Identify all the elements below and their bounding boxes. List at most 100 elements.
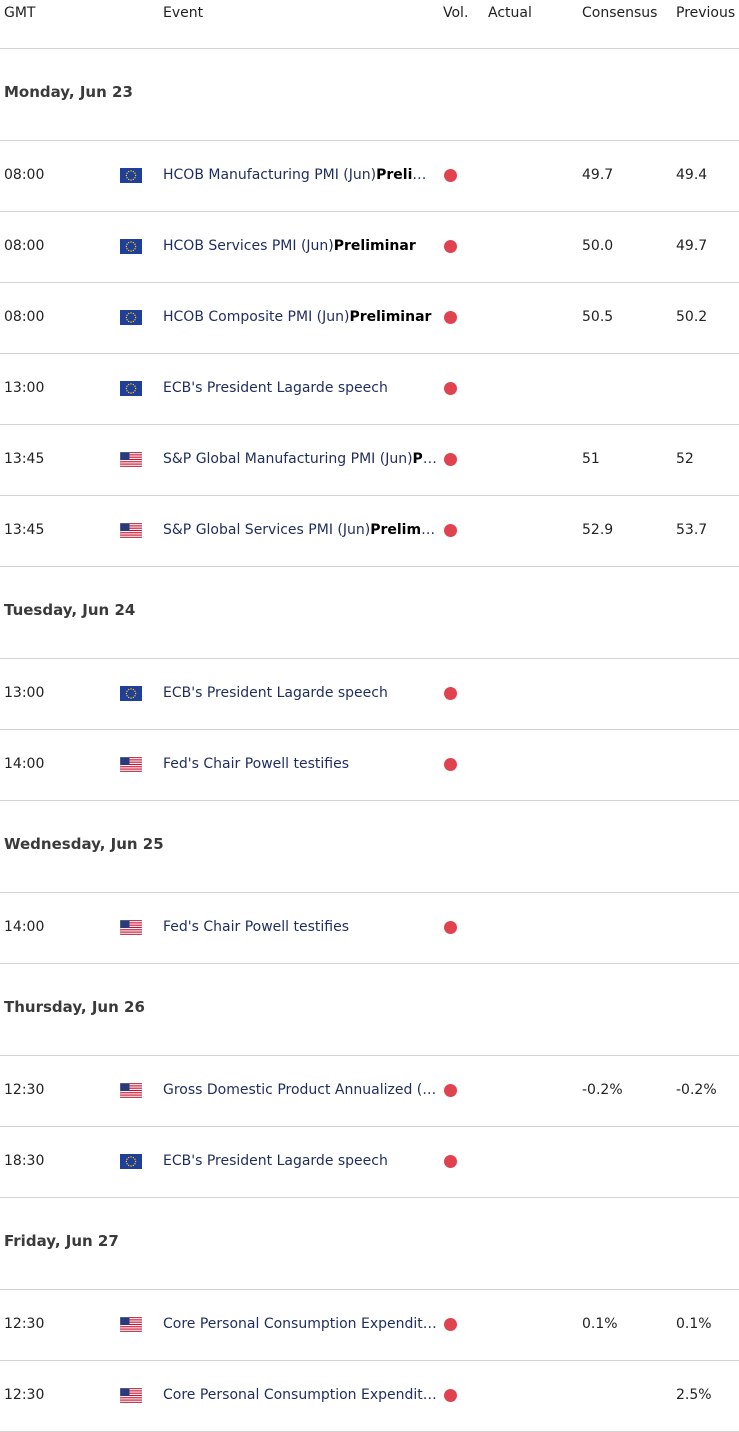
eu-flag-icon [120, 1154, 142, 1169]
consensus-value: 50.5 [582, 309, 614, 325]
day-header: Tuesday, Jun 24 [0, 567, 739, 659]
eu-flag-icon [120, 686, 142, 701]
high-volatility-dot-icon [444, 453, 457, 466]
event-title: HCOB Manufacturing PMI (Jun) [163, 167, 377, 183]
high-volatility-dot-icon [444, 1318, 457, 1331]
event-row[interactable]: 13:00 ECB's President Lagarde speech [0, 659, 739, 730]
event-time: 12:30 [4, 1316, 45, 1332]
event-row[interactable]: 08:00 HCOB Services PMI (Jun)Preliminar 50… [0, 212, 739, 283]
consensus-value: 50.0 [582, 238, 614, 254]
event-row[interactable]: 13:00 ECB's President Lagarde speech [0, 354, 739, 425]
event-tag: Preliminar [349, 309, 432, 325]
consensus-value: 49.7 [582, 167, 614, 183]
event-title: Core Personal Consumption Expenditure [163, 1387, 439, 1403]
event-name[interactable]: S&P Global Manufacturing PMI (Jun)Prelim… [163, 451, 439, 467]
event-time: 08:00 [4, 167, 45, 183]
day-header: Monday, Jun 23 [0, 49, 739, 141]
previous-value: 49.7 [676, 238, 708, 254]
event-time: 13:00 [4, 380, 45, 396]
event-row[interactable]: 12:30 Core Personal Consumption Expenditu… [0, 1290, 739, 1361]
event-tag: Preliminar [412, 451, 439, 467]
eu-flag-icon [120, 239, 142, 254]
previous-value: 49.4 [676, 167, 708, 183]
previous-value: 0.1% [676, 1316, 712, 1332]
col-consensus: Consensus [582, 5, 658, 21]
event-name[interactable]: HCOB Services PMI (Jun)Preliminar [163, 238, 439, 254]
event-row[interactable]: 08:00 HCOB Manufacturing PMI (Jun)Prelimi… [0, 141, 739, 212]
event-time: 13:00 [4, 685, 45, 701]
event-time: 14:00 [4, 756, 45, 772]
day-header: Wednesday, Jun 25 [0, 801, 739, 893]
previous-value: 53.7 [676, 522, 708, 538]
high-volatility-dot-icon [444, 1084, 457, 1097]
previous-value: 52 [676, 451, 694, 467]
high-volatility-dot-icon [444, 687, 457, 700]
event-name[interactable]: ECB's President Lagarde speech [163, 380, 439, 396]
day-header: Friday, Jun 27 [0, 1198, 739, 1290]
col-previous: Previous [676, 5, 736, 21]
previous-value: 2.5% [676, 1387, 712, 1403]
high-volatility-dot-icon [444, 1155, 457, 1168]
day-label: Tuesday, Jun 24 [4, 601, 136, 619]
event-name[interactable]: HCOB Manufacturing PMI (Jun)Preliminar [163, 167, 439, 183]
event-title: ECB's President Lagarde speech [163, 1153, 388, 1169]
high-volatility-dot-icon [444, 1389, 457, 1402]
high-volatility-dot-icon [444, 240, 457, 253]
event-tag: Preliminar [370, 522, 439, 538]
high-volatility-dot-icon [444, 921, 457, 934]
event-row[interactable]: 18:30 ECB's President Lagarde speech [0, 1127, 739, 1198]
event-time: 12:30 [4, 1082, 45, 1098]
event-name[interactable]: ECB's President Lagarde speech [163, 685, 439, 701]
event-time: 13:45 [4, 522, 45, 538]
event-row[interactable]: 13:45 S&P Global Manufacturing PMI (Jun)P… [0, 425, 739, 496]
day-label: Wednesday, Jun 25 [4, 835, 164, 853]
event-row[interactable]: 12:30 Gross Domestic Product Annualized (… [0, 1056, 739, 1127]
day-label: Thursday, Jun 26 [4, 998, 145, 1016]
consensus-value: -0.2% [582, 1082, 623, 1098]
event-name[interactable]: Fed's Chair Powell testifies [163, 756, 439, 772]
event-name[interactable]: HCOB Composite PMI (Jun)Preliminar [163, 309, 439, 325]
us-flag-icon [120, 1083, 142, 1098]
event-row[interactable]: 14:00 Fed's Chair Powell testifies [0, 893, 739, 964]
high-volatility-dot-icon [444, 524, 457, 537]
event-time: 08:00 [4, 309, 45, 325]
event-name[interactable]: Fed's Chair Powell testifies [163, 919, 439, 935]
event-time: 12:30 [4, 1387, 45, 1403]
event-title: HCOB Services PMI (Jun) [163, 238, 334, 254]
event-name[interactable]: Core Personal Consumption Expenditure [163, 1316, 439, 1332]
us-flag-icon [120, 920, 142, 935]
event-name[interactable]: Gross Domestic Product Annualized (Q1) [163, 1082, 439, 1098]
eu-flag-icon [120, 168, 142, 183]
event-time: 18:30 [4, 1153, 45, 1169]
high-volatility-dot-icon [444, 758, 457, 771]
col-vol: Vol. [443, 5, 469, 21]
event-title: ECB's President Lagarde speech [163, 685, 388, 701]
event-title: S&P Global Services PMI (Jun) [163, 522, 371, 538]
event-title: Fed's Chair Powell testifies [163, 756, 350, 772]
day-label: Friday, Jun 27 [4, 1232, 119, 1250]
event-title: ECB's President Lagarde speech [163, 380, 388, 396]
day-header: Thursday, Jun 26 [0, 964, 739, 1056]
event-row[interactable]: 08:00 HCOB Composite PMI (Jun)Preliminar 5… [0, 283, 739, 354]
high-volatility-dot-icon [444, 311, 457, 324]
event-time: 14:00 [4, 919, 45, 935]
us-flag-icon [120, 1388, 142, 1403]
previous-value: -0.2% [676, 1082, 717, 1098]
consensus-value: 51 [582, 451, 600, 467]
event-name[interactable]: Core Personal Consumption Expenditure [163, 1387, 439, 1403]
event-row[interactable]: 14:00 Fed's Chair Powell testifies [0, 730, 739, 801]
event-name[interactable]: ECB's President Lagarde speech [163, 1153, 439, 1169]
day-label: Monday, Jun 23 [4, 83, 133, 101]
event-title: HCOB Composite PMI (Jun) [163, 309, 350, 325]
event-title: S&P Global Manufacturing PMI (Jun) [163, 451, 413, 467]
event-row[interactable]: 13:45 S&P Global Services PMI (Jun)Prelim… [0, 496, 739, 567]
eu-flag-icon [120, 310, 142, 325]
col-gmt: GMT [4, 5, 36, 21]
event-title: Fed's Chair Powell testifies [163, 919, 350, 935]
event-row[interactable]: 12:30 Core Personal Consumption Expenditu… [0, 1361, 739, 1432]
eu-flag-icon [120, 381, 142, 396]
us-flag-icon [120, 523, 142, 538]
consensus-value: 0.1% [582, 1316, 618, 1332]
table-header: GMT Event Vol. Actual Consensus Previous [0, 0, 739, 49]
event-name[interactable]: S&P Global Services PMI (Jun)Preliminar [163, 522, 439, 538]
